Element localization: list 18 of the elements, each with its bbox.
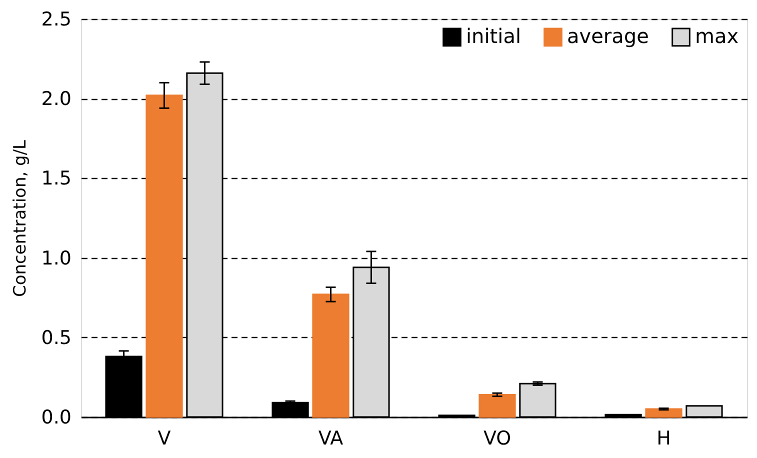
bar — [478, 394, 516, 418]
bar — [146, 94, 183, 418]
bar — [312, 294, 350, 418]
y-tick-label: 1.0 — [41, 247, 72, 270]
y-tick-label: 1.5 — [41, 168, 72, 190]
x-tick-label: H — [656, 428, 671, 450]
y-tick-label: 0.0 — [41, 406, 72, 428]
legend-label: max — [695, 24, 739, 48]
y-axis-title: Concentration, g/L — [10, 139, 30, 298]
y-tick-label: 0.5 — [41, 326, 72, 349]
y-tick-label: 2.0 — [41, 88, 72, 110]
legend-label: initial — [466, 24, 521, 48]
x-tick-label: VO — [483, 428, 512, 450]
x-tick-label: V — [158, 428, 171, 450]
x-tick-label: VA — [318, 428, 344, 450]
bar — [645, 408, 682, 418]
y-tick-label: 2.5 — [41, 8, 72, 30]
legend-label: average — [567, 24, 649, 48]
